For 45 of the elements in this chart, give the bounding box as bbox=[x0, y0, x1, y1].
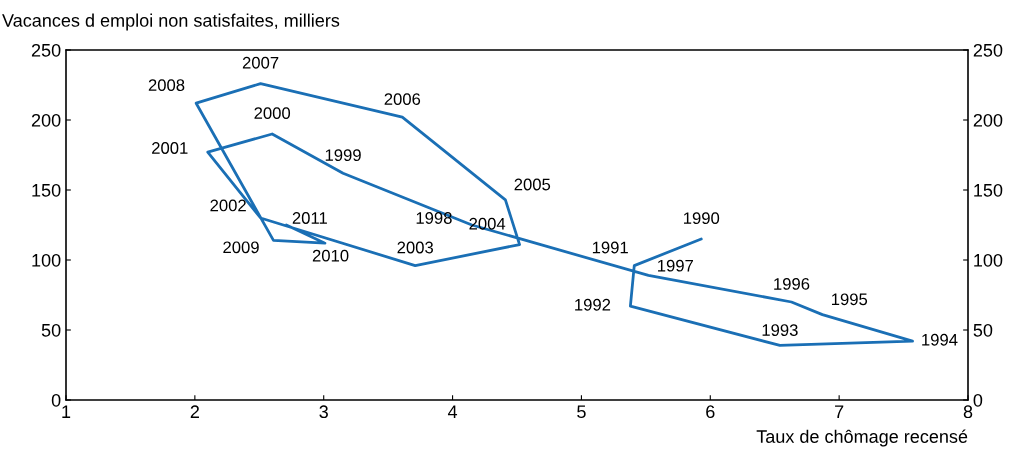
annotation: 1991 bbox=[592, 241, 628, 254]
x-tick-label: 4 bbox=[447, 405, 458, 418]
annotation: 1990 bbox=[684, 212, 720, 225]
annotation: 2004 bbox=[469, 217, 506, 230]
x-tick-label: 6 bbox=[706, 405, 715, 419]
y-tick-label: 250 bbox=[31, 43, 61, 57]
annotation: 1997 bbox=[658, 259, 694, 272]
y2-tick-label: 150 bbox=[974, 183, 1003, 197]
x-tick-label: 7 bbox=[835, 405, 844, 418]
annotation: 2007 bbox=[242, 56, 279, 69]
y-tick-label: 150 bbox=[32, 183, 61, 197]
y2-tick-label: 250 bbox=[973, 43, 1003, 57]
annotation: 2011 bbox=[292, 212, 327, 224]
y-tick-label: 100 bbox=[32, 253, 61, 267]
x-axis-title: Taux de chômage recensé bbox=[756, 429, 968, 447]
y-tick-label: 200 bbox=[31, 113, 61, 127]
annotation: 1998 bbox=[416, 212, 452, 224]
annotation: 2009 bbox=[223, 241, 259, 254]
x-tick-label: 8 bbox=[963, 405, 973, 419]
annotation: 1995 bbox=[832, 293, 868, 306]
y2-tick-label: 0 bbox=[973, 393, 983, 407]
annotation: 2002 bbox=[210, 199, 246, 212]
x-tick-label: 1 bbox=[62, 405, 71, 418]
annotation: 1994 bbox=[922, 333, 958, 346]
x-tick-label: 3 bbox=[319, 405, 328, 419]
annotation: 2008 bbox=[148, 79, 185, 92]
annotation: 1999 bbox=[325, 149, 361, 162]
annotation: 2003 bbox=[397, 241, 434, 254]
y2-tick-label: 100 bbox=[974, 253, 1003, 267]
y-tick-label: 50 bbox=[41, 323, 61, 337]
y-axis-title: Vacances d emploi non satisfaites, milliers bbox=[2, 13, 340, 31]
y2-tick-label: 50 bbox=[973, 323, 993, 337]
annotation: 2010 bbox=[312, 249, 349, 262]
annotation: 1992 bbox=[575, 298, 611, 311]
annotation: 1996 bbox=[774, 278, 810, 290]
y2-tick-label: 200 bbox=[973, 113, 1003, 127]
y-tick-label: 0 bbox=[51, 393, 61, 407]
annotation: 2000 bbox=[254, 107, 291, 120]
annotation: 1993 bbox=[762, 324, 798, 336]
x-tick-label: 2 bbox=[190, 405, 199, 418]
line-series bbox=[194, 82, 914, 347]
annotation: 2006 bbox=[384, 93, 421, 106]
annotation: 2001 bbox=[152, 142, 188, 154]
x-tick-label: 5 bbox=[577, 405, 586, 419]
annotation: 2005 bbox=[514, 178, 551, 191]
